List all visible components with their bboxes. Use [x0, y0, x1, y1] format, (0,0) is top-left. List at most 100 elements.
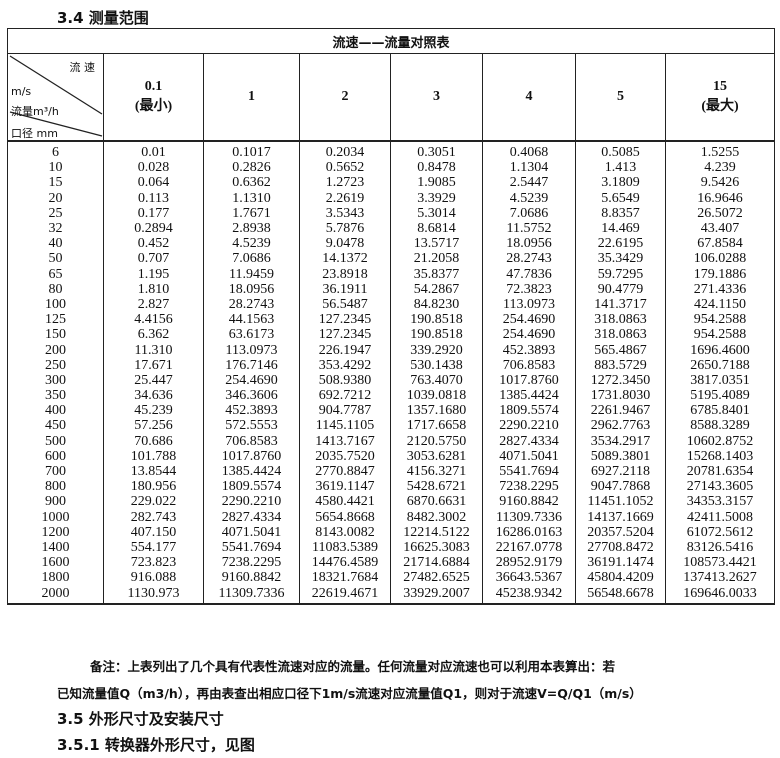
- flow-cell: 3817.0351: [664, 372, 776, 388]
- flow-cell: 11.5752: [482, 220, 576, 237]
- table-row: 6 0.01 0.1017 0.2034 0.3051 0.4068 0.5085 1.525…: [7, 141, 776, 161]
- table-row: 400 45.239 452.3893 904.7787 1357.1680 1809.5…: [7, 403, 776, 419]
- flow-cell: 1.1310: [203, 190, 300, 206]
- flow-cell: 1.195: [103, 266, 204, 282]
- flow-cell: 452.3893: [203, 403, 300, 419]
- flow-cell: 10602.8752: [664, 433, 776, 449]
- flow-cell: 36.1911: [299, 281, 391, 297]
- flow-cell: 8.8357: [575, 205, 666, 221]
- velocity-unit-label: m/s: [11, 85, 32, 98]
- flow-cell: 7.0686: [203, 251, 300, 267]
- flow-cell: 9160.8842: [482, 494, 576, 510]
- table-row: 900 229.022 2290.2210 4580.4421 6870.6631 916…: [7, 494, 776, 510]
- flow-cell: 28.2743: [203, 296, 300, 313]
- diameter-cell: 700: [7, 463, 104, 480]
- velocity-column-header: 0.1 (最小): [103, 53, 204, 142]
- flow-cell: 763.4070: [390, 372, 483, 388]
- flow-cell: 45238.9342: [482, 585, 576, 605]
- flow-cell: 101.788: [103, 448, 204, 464]
- flow-cell: 1.9085: [390, 175, 483, 191]
- flow-cell: 2.8938: [203, 220, 300, 237]
- diameter-cell: 500: [7, 433, 104, 449]
- flow-cell: 137413.2627: [664, 570, 776, 586]
- flow-cell: 0.4068: [482, 141, 576, 161]
- table-row: 1200 407.150 4071.5041 8143.0082 12214.5122 1…: [7, 524, 776, 540]
- diameter-cell: 2000: [7, 585, 104, 605]
- flow-cell: 1272.3450: [575, 372, 666, 388]
- flow-cell: 35.8377: [390, 266, 483, 282]
- flow-cell: 20781.6354: [664, 463, 776, 480]
- flow-cell: 954.2588: [664, 312, 776, 328]
- velocity-flow-table: 流速——流量对照表 流 速 m/s 流量m³/h 口径 mm 0.1 (最小) 1 2…: [6, 28, 776, 605]
- flow-cell: 2.2619: [299, 190, 391, 206]
- flow-cell: 16286.0163: [482, 524, 576, 540]
- flow-cell: 2962.7763: [575, 418, 666, 434]
- flow-cell: 14.469: [575, 220, 666, 237]
- flow-cell: 3053.6281: [390, 448, 483, 464]
- diameter-cell: 1000: [7, 509, 104, 525]
- flow-cell: 7238.2295: [482, 479, 576, 495]
- table-row: 80 1.810 18.0956 36.1911 54.2867 72.3823 90.47…: [7, 281, 776, 297]
- table-row: 500 70.686 706.8583 1413.7167 2120.5750 2827.…: [7, 433, 776, 449]
- flow-cell: 554.177: [103, 539, 204, 556]
- flow-cell: 22.6195: [575, 236, 666, 252]
- flow-cell: 23.8918: [299, 266, 391, 282]
- velocity-column-header: 2: [299, 53, 391, 142]
- diameter-label: 口径 mm: [11, 127, 58, 140]
- flow-cell: 452.3893: [482, 342, 576, 358]
- flow-cell: 1413.7167: [299, 433, 391, 449]
- diameter-cell: 20: [7, 190, 104, 206]
- diameter-cell: 125: [7, 312, 104, 328]
- table-row: 1800 916.088 9160.8842 18321.7684 27482.6525…: [7, 570, 776, 586]
- flow-cell: 14.1372: [299, 251, 391, 267]
- velocity-value: 15: [713, 79, 727, 94]
- diameter-cell: 1600: [7, 555, 104, 571]
- flow-cell: 17.671: [103, 357, 204, 373]
- flow-cell: 1.7671: [203, 205, 300, 221]
- table-row: 50 0.707 7.0686 14.1372 21.2058 28.2743 35.342…: [7, 251, 776, 267]
- flow-cell: 5195.4089: [664, 388, 776, 404]
- flow-cell: 229.022: [103, 494, 204, 510]
- diameter-cell: 800: [7, 479, 104, 495]
- flow-cell: 113.0973: [482, 296, 576, 313]
- table-row: 10 0.028 0.2826 0.5652 0.8478 1.1304 1.413 4.23…: [7, 160, 776, 176]
- flow-cell: 0.2826: [203, 160, 300, 176]
- flow-cell: 36191.1474: [575, 555, 666, 571]
- table-row: 300 25.447 254.4690 508.9380 763.4070 1017.87…: [7, 372, 776, 388]
- flow-cell: 4.4156: [103, 312, 204, 328]
- table-row: 350 34.636 346.3606 692.7212 1039.0818 1385.4…: [7, 388, 776, 404]
- flow-cell: 2.827: [103, 296, 204, 313]
- table-row: 600 101.788 1017.8760 2035.7520 3053.6281 407…: [7, 448, 776, 464]
- table-row: 40 0.452 4.5239 9.0478 13.5717 18.0956 22.6195…: [7, 236, 776, 252]
- flow-cell: 254.4690: [482, 327, 576, 343]
- corner-header: 流 速 m/s 流量m³/h 口径 mm: [7, 53, 104, 142]
- flow-cell: 0.5085: [575, 141, 666, 161]
- flow-cell: 0.5652: [299, 160, 391, 176]
- flow-cell: 106.0288: [664, 251, 776, 267]
- flow-cell: 13.5717: [390, 236, 483, 252]
- flow-cell: 1145.1105: [299, 418, 391, 434]
- flow-cell: 226.1947: [299, 342, 391, 358]
- flow-cell: 0.452: [103, 236, 204, 252]
- table-row: 200 11.310 113.0973 226.1947 339.2920 452.389…: [7, 342, 776, 358]
- flow-cell: 21714.6884: [390, 555, 483, 571]
- flow-cell: 108573.4421: [664, 555, 776, 571]
- section-title-3-5: 3.5 外形尺寸及安装尺寸: [57, 710, 224, 728]
- flow-cell: 33929.2007: [390, 585, 483, 605]
- flow-cell: 26.5072: [664, 205, 776, 221]
- flow-cell: 1385.4424: [482, 388, 576, 404]
- flow-cell: 8143.0082: [299, 524, 391, 540]
- flow-cell: 5541.7694: [482, 463, 576, 480]
- flow-cell: 954.2588: [664, 327, 776, 343]
- flow-cell: 0.2034: [299, 141, 391, 161]
- flow-cell: 1130.973: [103, 585, 204, 605]
- flow-cell: 0.6362: [203, 175, 300, 191]
- table-row: 1600 723.823 7238.2295 14476.4589 21714.6884…: [7, 555, 776, 571]
- flow-cell: 1017.8760: [482, 372, 576, 388]
- table-row: 15 0.064 0.6362 1.2723 1.9085 2.5447 3.1809 9.5…: [7, 175, 776, 191]
- flow-cell: 0.707: [103, 251, 204, 267]
- flow-cell: 0.1017: [203, 141, 300, 161]
- flow-cell: 1696.4600: [664, 342, 776, 358]
- flow-cell: 0.8478: [390, 160, 483, 176]
- flow-cell: 12214.5122: [390, 524, 483, 540]
